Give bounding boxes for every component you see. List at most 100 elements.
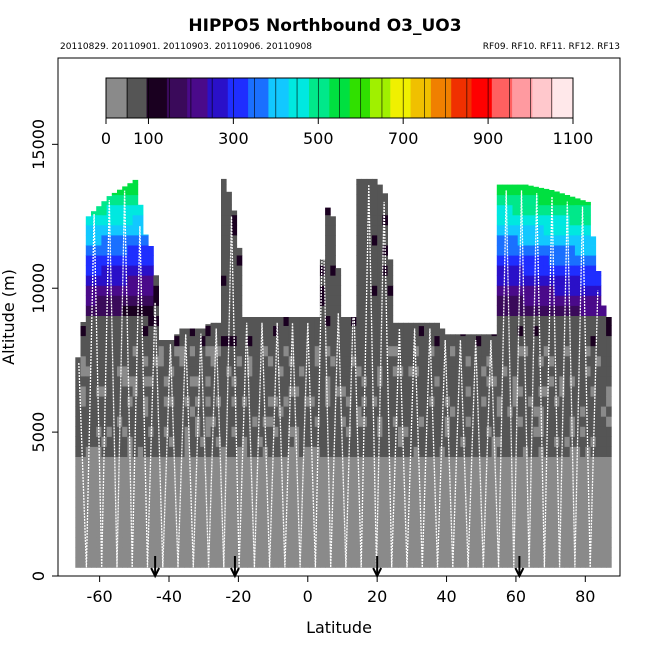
curtain-cell — [340, 436, 347, 447]
curtain-cell — [158, 376, 165, 387]
curtain-cell — [236, 376, 243, 387]
curtain-cell — [231, 305, 238, 316]
curtain-cell — [127, 315, 133, 327]
curtain-cell — [132, 506, 139, 518]
curtain-cell — [127, 517, 133, 528]
curtain-cell — [439, 496, 446, 508]
curtain-cell — [153, 547, 159, 558]
curtain-cell — [517, 476, 524, 488]
curtain-cell — [101, 557, 107, 568]
curtain-cell — [106, 506, 113, 518]
curtain-cell — [491, 416, 498, 427]
curtain-cell — [372, 184, 378, 196]
curtain-cell — [143, 406, 149, 417]
curtain-cell — [122, 537, 128, 548]
curtain-cell — [444, 476, 451, 488]
curtain-cell — [424, 406, 430, 417]
curtain-cell — [496, 285, 503, 296]
curtain-cell — [356, 275, 362, 286]
curtain-cell — [517, 365, 524, 377]
curtain-cell — [189, 486, 196, 498]
curtain-cell — [434, 335, 440, 347]
curtain-cell — [434, 386, 440, 397]
curtain-cell — [444, 466, 451, 478]
curtain-cell — [595, 486, 602, 498]
curtain-cell — [424, 527, 430, 538]
curtain-cell — [606, 547, 612, 558]
curtain-cell — [106, 466, 113, 478]
curtain-cell — [538, 426, 545, 437]
curtain-cell — [195, 386, 201, 397]
curtain-cell — [507, 426, 513, 437]
curtain-cell — [179, 406, 185, 417]
curtain-cell — [569, 275, 576, 286]
curtain-cell — [372, 476, 378, 488]
curtain-cell — [361, 456, 368, 468]
curtain-cell — [314, 527, 321, 538]
curtain-cell — [106, 426, 113, 437]
curtain-cell — [288, 376, 295, 387]
curtain-cell — [117, 426, 123, 437]
curtain-cell — [257, 325, 264, 337]
curtain-cell — [564, 355, 571, 367]
curtain-cell — [377, 426, 383, 437]
curtain-cell — [590, 305, 597, 316]
curtain-cell — [132, 547, 139, 558]
curtain-cell — [106, 446, 113, 457]
curtain-cell — [450, 335, 456, 347]
curtain-cell — [247, 456, 253, 468]
curtain-cell — [215, 496, 222, 508]
curtain-cell — [460, 416, 466, 427]
curtain-cell — [543, 224, 550, 236]
curtain-cell — [512, 506, 519, 518]
curtain-cell — [111, 376, 118, 387]
curtain-cell — [101, 466, 107, 478]
curtain-cell — [169, 486, 175, 498]
curtain-cell — [148, 265, 154, 276]
curtain-cell — [91, 345, 97, 357]
curtain-cell — [257, 547, 264, 558]
curtain-cell — [215, 446, 222, 457]
curtain-cell — [205, 345, 211, 357]
curtain-cell — [273, 325, 279, 337]
curtain-cell — [512, 426, 519, 437]
curtain-cell — [507, 184, 513, 196]
curtain-cell — [543, 245, 550, 256]
curtain-cell — [325, 355, 331, 367]
curtain-cell — [387, 466, 394, 478]
curtain-cell — [600, 456, 607, 468]
curtain-cell — [377, 255, 383, 266]
curtain-cell — [559, 527, 565, 538]
curtain-cell — [517, 315, 524, 327]
curtain-cell — [158, 436, 165, 447]
curtain-cell — [382, 416, 388, 427]
curtain-cell — [444, 355, 451, 367]
curtain-cell — [106, 235, 113, 246]
curtain-cell — [455, 476, 461, 488]
curtain-cell — [413, 406, 420, 417]
curtain-cell — [455, 376, 461, 387]
curtain-cell — [590, 325, 597, 337]
curtain-cell — [148, 376, 154, 387]
curtain-cell — [241, 376, 248, 387]
curtain-cell — [163, 496, 170, 508]
curtain-cell — [340, 537, 347, 548]
curtain-cell — [91, 517, 97, 528]
curtain-cell — [507, 305, 513, 316]
curtain-cell — [366, 547, 373, 558]
curtain-cell — [496, 315, 503, 327]
curtain-cell — [231, 486, 238, 498]
curtain-cell — [585, 315, 591, 327]
curtain-cell — [236, 255, 243, 266]
curtain-cell — [127, 325, 133, 337]
curtain-cell — [429, 322, 435, 327]
curtain-cell — [450, 456, 456, 468]
curtain-cell — [226, 486, 232, 498]
curtain-cell — [132, 527, 139, 538]
curtain-cell — [382, 335, 388, 347]
curtain-cell — [117, 496, 123, 508]
curtain-cell — [543, 376, 550, 387]
curtain-cell — [460, 345, 466, 357]
curtain-cell — [137, 466, 144, 478]
curtain-cell — [424, 456, 430, 468]
